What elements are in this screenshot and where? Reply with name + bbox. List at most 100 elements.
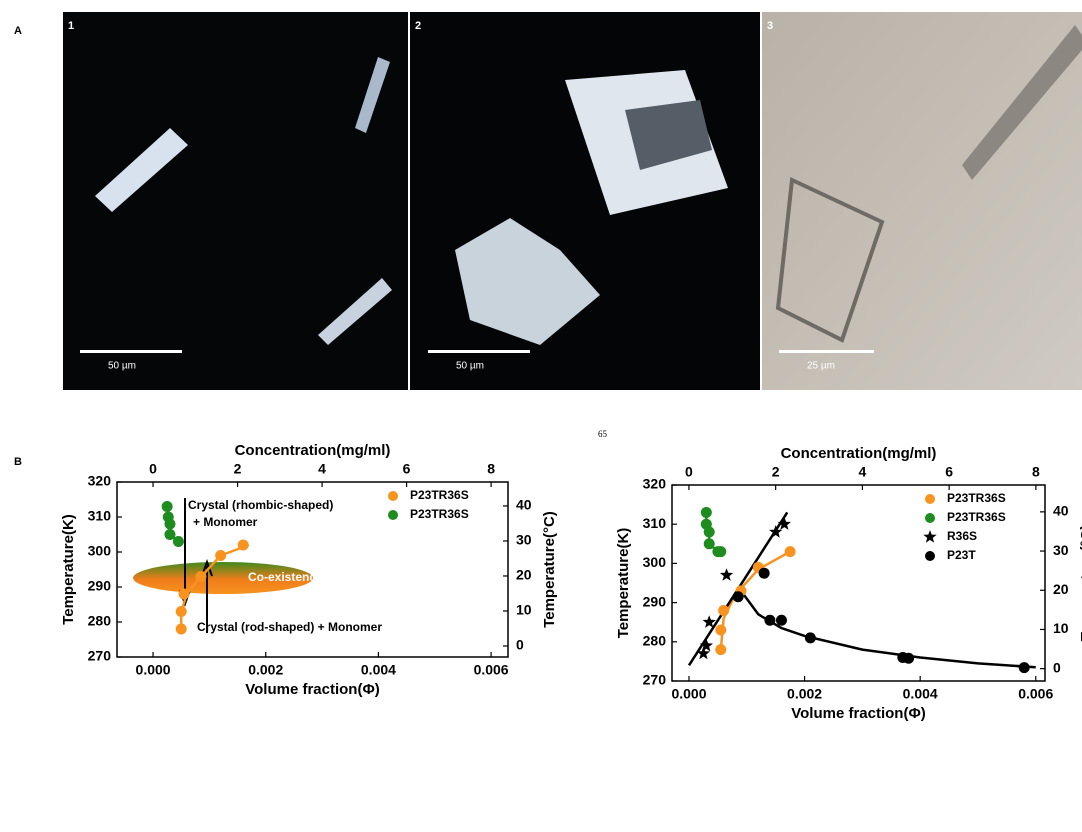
y2-axis-title: Temperature(°C) xyxy=(541,511,558,628)
y2-axis-title: Temperature(°C) xyxy=(1078,525,1082,642)
x-tick-label: 0.006 xyxy=(1018,686,1053,702)
y-tick-label: 310 xyxy=(643,515,667,531)
point xyxy=(215,550,227,561)
plot-frame xyxy=(116,481,509,658)
point xyxy=(764,614,776,626)
point xyxy=(703,526,715,538)
point xyxy=(175,623,187,635)
x2-tick-label: 6 xyxy=(945,464,953,480)
y-axis-title: Temperature(K) xyxy=(615,528,632,639)
legend-marker xyxy=(925,551,935,561)
y-tick-label: 290 xyxy=(643,593,667,609)
x2-tick-label: 4 xyxy=(318,461,326,477)
legend-marker xyxy=(923,530,937,543)
x-tick-label: 0.002 xyxy=(248,662,283,678)
point xyxy=(732,591,744,603)
point xyxy=(715,546,727,558)
y2-tick-label: 40 xyxy=(516,497,532,513)
point xyxy=(758,567,770,579)
annotation: Crystal (rhombic-shaped) xyxy=(188,498,333,512)
point xyxy=(164,529,176,540)
legend-marker xyxy=(925,513,935,523)
point xyxy=(804,632,816,644)
y2-tick-label: 10 xyxy=(516,602,532,618)
point xyxy=(715,644,727,656)
y-tick-label: 320 xyxy=(88,473,112,489)
image-number: 3 xyxy=(767,20,773,32)
y-tick-label: 300 xyxy=(88,543,112,559)
x-tick-label: 0.002 xyxy=(787,686,822,702)
legend-label: P23TR36S xyxy=(410,507,469,521)
x2-tick-label: 8 xyxy=(1032,464,1040,480)
point xyxy=(775,614,787,626)
point xyxy=(172,536,184,547)
legend-marker xyxy=(388,510,398,520)
x2-axis-title: Concentration(mg/ml) xyxy=(235,442,391,459)
legend-label: P23TR36S xyxy=(947,491,1006,505)
legend-label: R36S xyxy=(947,529,977,543)
photo xyxy=(63,12,408,390)
y2-tick-label: 30 xyxy=(1053,542,1069,558)
page-number: 65 xyxy=(598,429,608,439)
x-tick-label: 0.000 xyxy=(136,662,171,678)
y-tick-label: 270 xyxy=(88,648,112,664)
point xyxy=(777,517,791,530)
y-tick-label: 270 xyxy=(643,672,667,688)
photo xyxy=(762,12,1082,390)
y-tick-label: 280 xyxy=(643,633,667,649)
point xyxy=(161,501,173,512)
y2-tick-label: 0 xyxy=(1053,659,1061,675)
point xyxy=(178,588,190,600)
y2-tick-label: 10 xyxy=(1053,620,1069,636)
scale-label: 50 µm xyxy=(108,361,136,372)
x2-tick-label: 4 xyxy=(859,464,867,480)
x2-axis-title: Concentration(mg/ml) xyxy=(781,445,937,462)
y-axis-title: Temperature(K) xyxy=(60,514,77,625)
point xyxy=(702,615,716,628)
x-axis-title: Volume fraction(Φ) xyxy=(245,681,380,698)
point xyxy=(715,624,727,636)
panel-label: B xyxy=(14,456,22,468)
y-tick-label: 300 xyxy=(643,554,667,570)
x-tick-label: 0.006 xyxy=(474,662,509,678)
point xyxy=(1018,662,1030,674)
legend-label: P23T xyxy=(947,548,976,562)
point xyxy=(164,518,176,530)
legend-marker xyxy=(925,494,935,504)
y2-tick-label: 30 xyxy=(516,532,532,548)
y-tick-label: 320 xyxy=(643,476,667,492)
annotation: + Monomer xyxy=(193,515,258,529)
point xyxy=(237,539,249,551)
fit-line xyxy=(739,590,1036,669)
annotation: Crystal (rod-shaped) + Monomer xyxy=(197,620,382,634)
x2-tick-label: 2 xyxy=(772,464,780,480)
point xyxy=(769,525,783,538)
point xyxy=(784,546,796,558)
y-tick-label: 290 xyxy=(88,578,112,594)
y2-tick-label: 20 xyxy=(516,567,532,583)
x2-tick-label: 8 xyxy=(487,461,495,477)
point xyxy=(703,538,715,550)
image-number: 2 xyxy=(415,20,421,32)
legend-marker xyxy=(388,491,398,501)
legend-label: P23TR36S xyxy=(947,510,1006,524)
y2-tick-label: 0 xyxy=(516,637,524,653)
x2-tick-label: 0 xyxy=(685,464,693,480)
x-tick-label: 0.004 xyxy=(903,686,938,702)
scale-label: 50 µm xyxy=(456,361,484,372)
arrow xyxy=(201,559,213,633)
image-number: 1 xyxy=(68,20,74,32)
point xyxy=(195,571,207,582)
coexistence-region xyxy=(133,562,313,594)
point xyxy=(903,652,915,664)
point xyxy=(699,638,713,652)
panel-label: A xyxy=(14,25,22,37)
point xyxy=(175,606,187,617)
annotation: Co-existence xyxy=(248,570,323,584)
x2-tick-label: 2 xyxy=(234,461,242,477)
y-tick-label: 280 xyxy=(88,613,112,629)
x2-tick-label: 6 xyxy=(403,461,411,477)
scale-label: 25 µm xyxy=(807,361,835,372)
x2-tick-label: 0 xyxy=(149,461,157,477)
